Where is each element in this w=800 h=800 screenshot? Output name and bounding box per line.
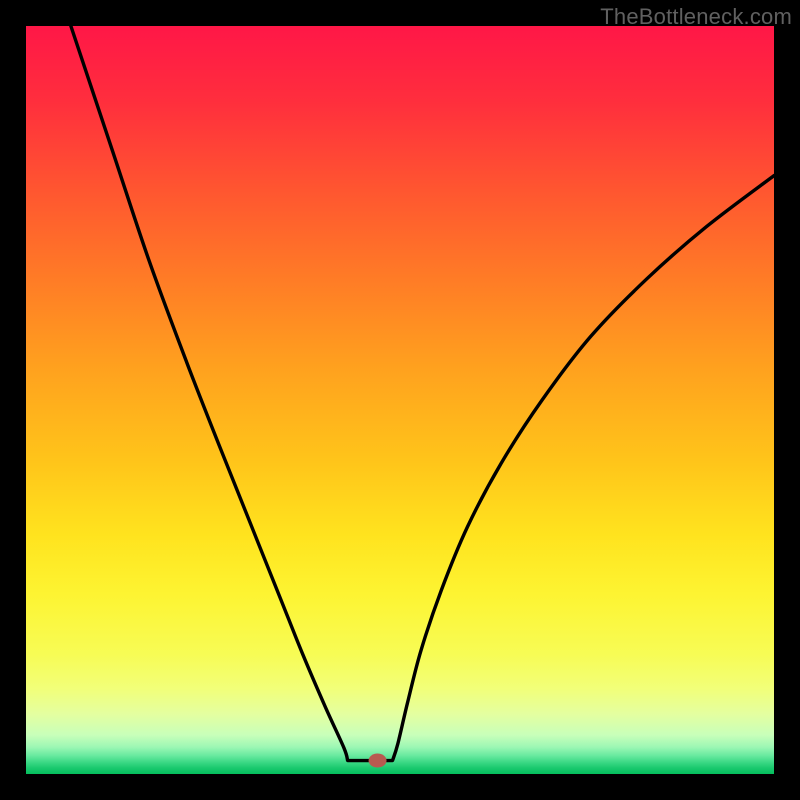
optimal-point-marker <box>369 754 387 768</box>
chart-background <box>26 26 774 774</box>
bottleneck-chart <box>0 0 800 800</box>
watermark-text: TheBottleneck.com <box>600 4 792 30</box>
